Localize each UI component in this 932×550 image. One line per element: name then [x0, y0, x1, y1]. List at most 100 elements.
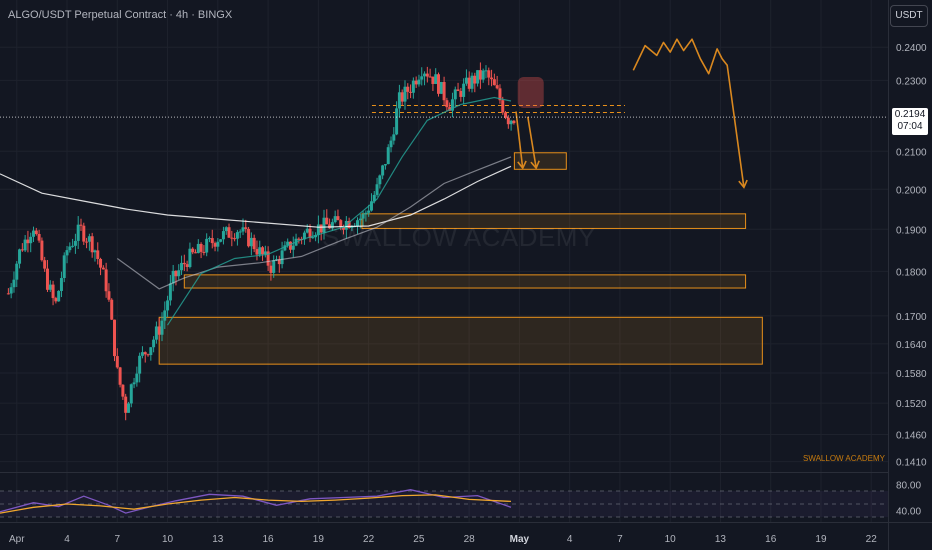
candle-body [221, 231, 225, 240]
candle-body [238, 231, 242, 233]
candle-body [473, 75, 477, 84]
rsi-tick-label: 40.00 [896, 507, 921, 518]
candle-body [358, 218, 362, 221]
time-tick-label: 25 [413, 534, 425, 545]
candle-body [224, 227, 228, 232]
projection-arrowhead [517, 160, 527, 170]
moving-average-mid-line [116, 156, 512, 290]
candle-body [177, 270, 181, 277]
candles [6, 62, 516, 421]
candle-body [194, 252, 198, 254]
candle-body [110, 299, 114, 320]
candle-body [12, 279, 16, 288]
price-tick-label: 0.2400 [896, 43, 927, 54]
candle-body [453, 89, 457, 100]
candle-body [378, 175, 382, 185]
candle-body [423, 73, 427, 77]
candle-body [157, 326, 161, 335]
candle-body [152, 339, 156, 348]
time-tick-label: 22 [363, 534, 375, 545]
candle-body [350, 226, 354, 229]
candle-body [73, 240, 77, 246]
price-tick-label: 0.1640 [896, 340, 927, 351]
candle-body [364, 212, 368, 215]
candle-body [448, 107, 452, 111]
candle-body [490, 77, 494, 80]
candle-body [439, 82, 443, 94]
projection-path [515, 111, 524, 169]
candle-body [277, 259, 281, 265]
candle-body [361, 214, 365, 219]
current-price-tag: 0.2194 07:04 [892, 108, 928, 135]
candle-body [403, 86, 407, 102]
candle-body [62, 255, 66, 279]
candle-body [68, 246, 72, 251]
candle-body [400, 92, 404, 102]
time-tick-label: 16 [263, 534, 275, 545]
candle-body [138, 355, 142, 374]
candle-body [129, 384, 133, 404]
candle-body [90, 236, 94, 253]
time-tick-label: 4 [64, 534, 70, 545]
candle-body [328, 224, 332, 229]
candle-body [37, 234, 41, 241]
candle-body [205, 238, 209, 253]
time-tick-label: 10 [162, 534, 174, 545]
time-tick-label: May [510, 534, 530, 545]
currency-unit-button[interactable]: USDT [890, 5, 928, 27]
candle-body [207, 238, 211, 240]
candle-body [6, 293, 10, 295]
candle-body [487, 70, 491, 78]
time-tick-label: 10 [665, 534, 677, 545]
candle-body [297, 238, 301, 240]
price-tick-label: 0.2100 [896, 147, 927, 158]
time-tick-label: 7 [115, 534, 121, 545]
candle-body [188, 248, 192, 267]
candle-body [132, 382, 136, 385]
candle-body [216, 241, 220, 247]
candle-body [314, 235, 318, 238]
candle-body [367, 210, 371, 213]
candle-body [381, 165, 385, 176]
candle-body [160, 320, 164, 335]
candle-body [247, 228, 251, 247]
candle-body [330, 222, 334, 229]
candle-body [126, 403, 130, 413]
candle-body [462, 83, 466, 97]
candle-body [196, 243, 200, 254]
candle-body [498, 88, 502, 101]
candle-body [121, 384, 125, 397]
time-tick-label: 4 [567, 534, 573, 545]
candle-body [180, 262, 184, 271]
candle-body [219, 239, 223, 242]
candle-body [322, 217, 326, 233]
candle-body [202, 251, 206, 253]
time-tick-label: 19 [313, 534, 325, 545]
candle-body [336, 216, 340, 221]
candle-body [434, 74, 438, 84]
candle-body [244, 227, 248, 229]
candle-body [210, 238, 214, 244]
projection-path [632, 38, 745, 188]
candle-body [227, 227, 231, 238]
candle-body [501, 100, 505, 113]
candle-body [54, 298, 58, 302]
candle-body [57, 290, 61, 302]
candle-body [171, 270, 175, 284]
candle-body [389, 140, 393, 148]
candle-body [450, 99, 454, 111]
candle-body [467, 77, 471, 89]
candle-body [339, 220, 343, 228]
candle-body [174, 270, 178, 277]
support-zone [513, 152, 567, 170]
candle-body [470, 75, 474, 89]
price-tick-label: 0.1900 [896, 225, 927, 236]
candle-body [140, 352, 144, 356]
candle-body [308, 228, 312, 238]
candle-body [101, 267, 105, 270]
candle-body [29, 236, 33, 244]
price-axis: 0.2400 0.2300 0.2100 0.2000 0.1900 0.1800 0.17… [896, 43, 927, 468]
candle-body [269, 265, 273, 273]
candle-body [392, 134, 396, 141]
